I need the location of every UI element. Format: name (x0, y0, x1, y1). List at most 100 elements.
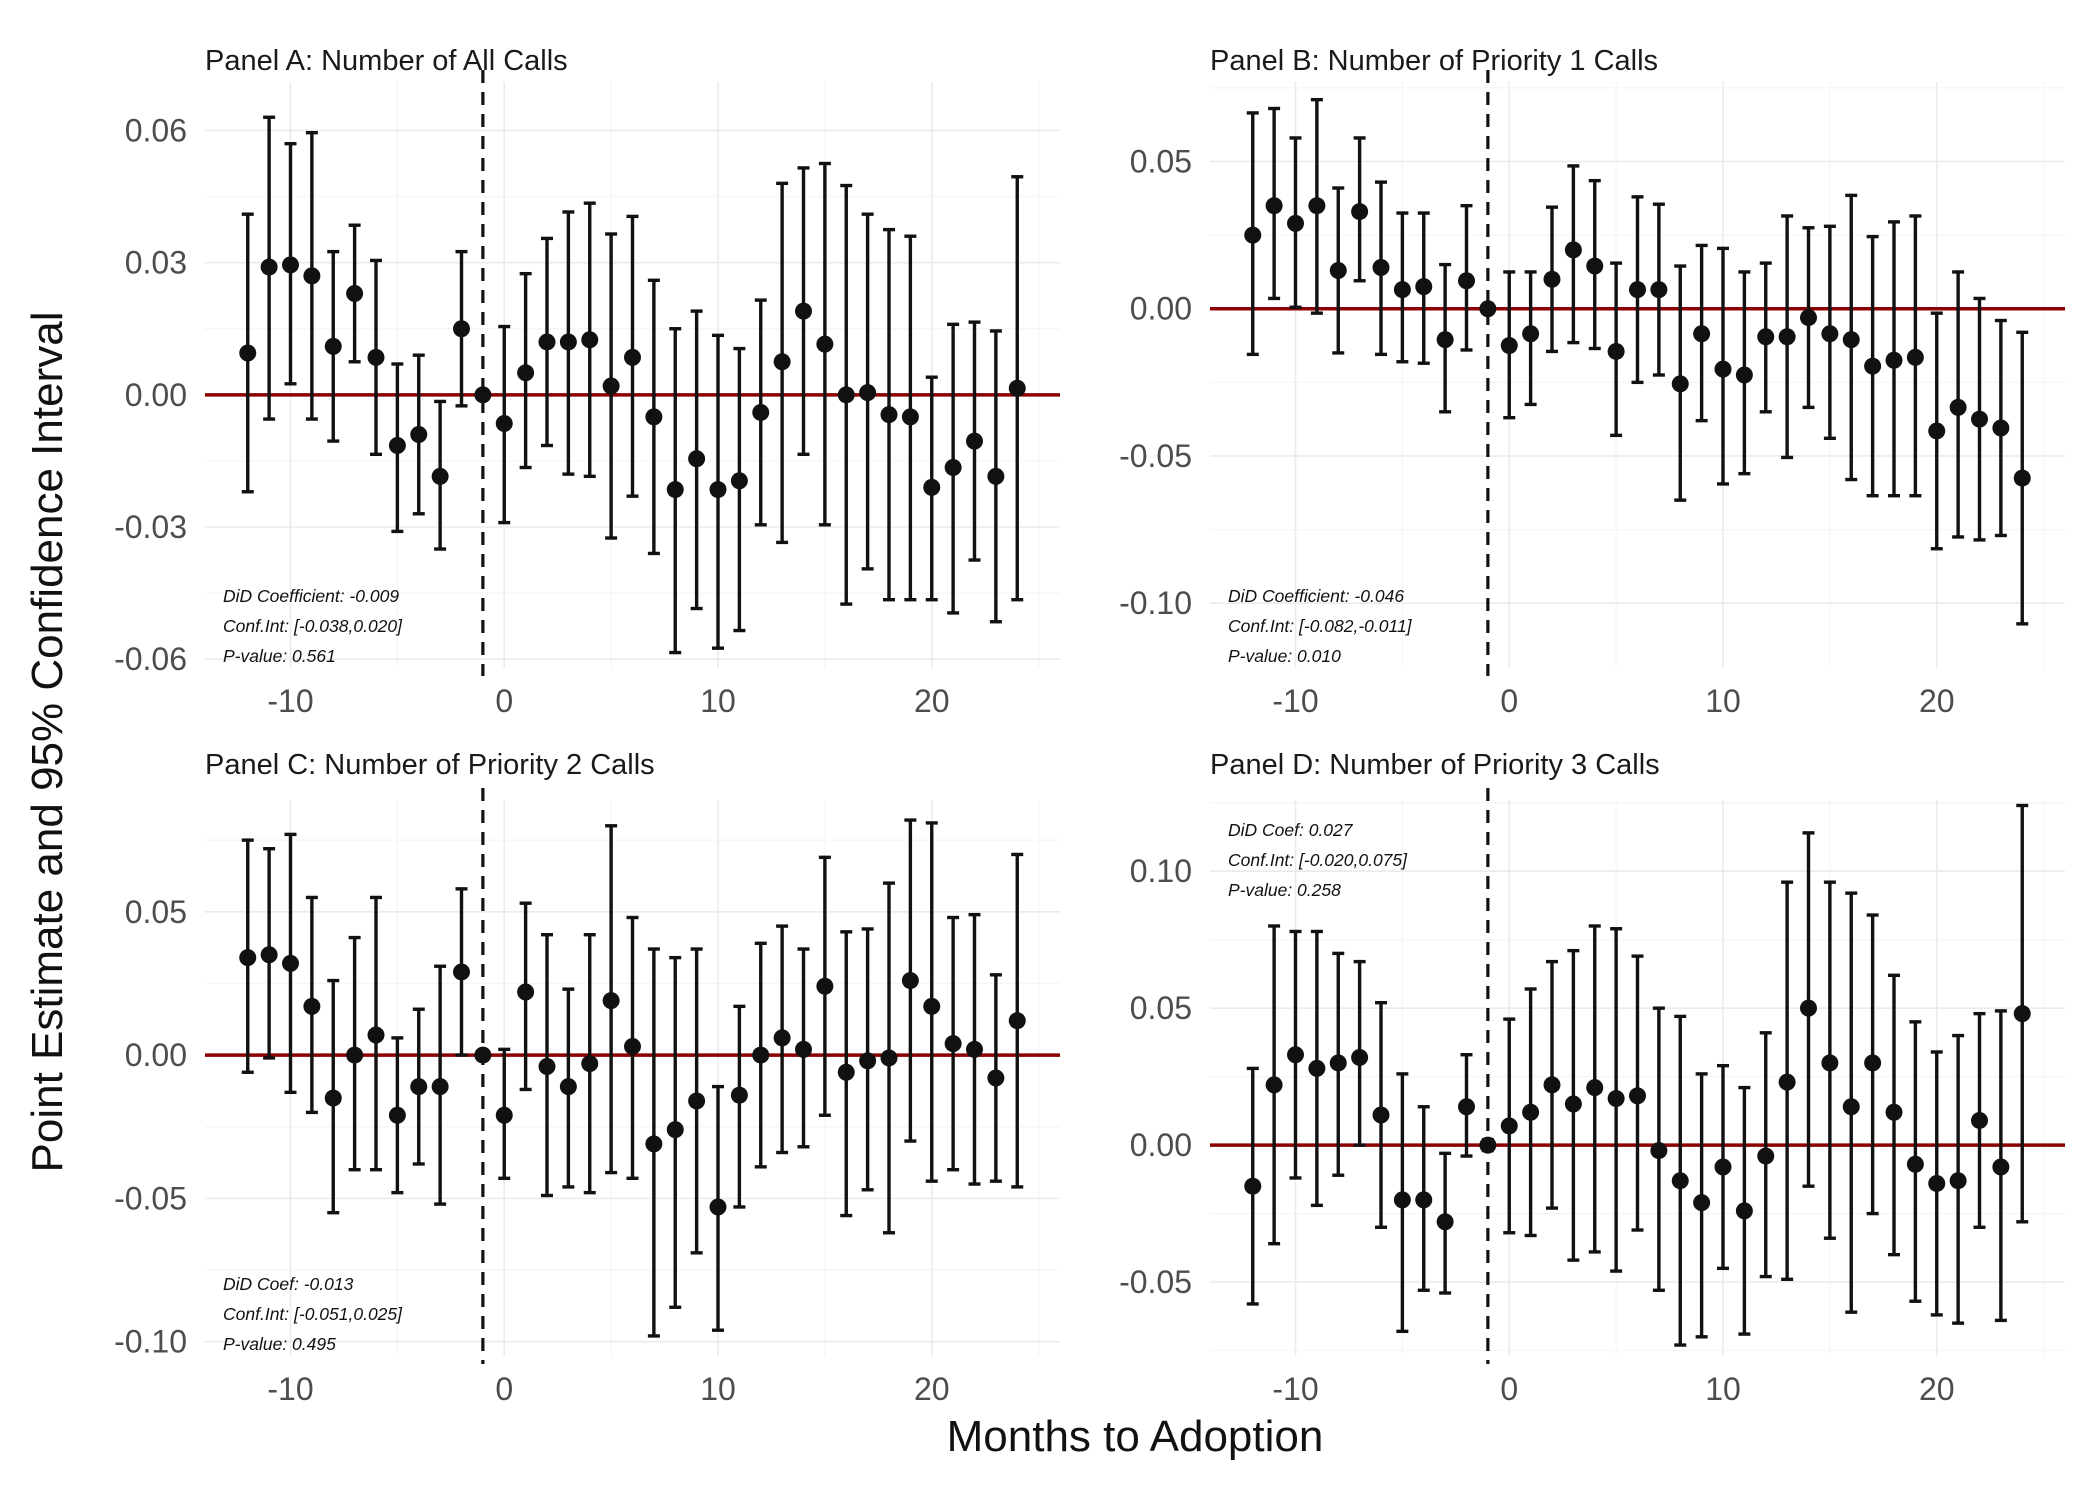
point-estimate (816, 977, 834, 995)
point-estimate (966, 1040, 983, 1058)
point-estimate (901, 972, 919, 990)
point-estimate (367, 1026, 385, 1044)
panel-d: -10 0 10 20 0.10 0.05 0.00 -0.05 Panel D: Number… (1119, 749, 2065, 1407)
y-tick-label: -0.05 (114, 1180, 187, 1216)
point-estimate (1992, 419, 2010, 437)
point-estimate (1906, 348, 1924, 366)
point-estimate (688, 1092, 706, 1110)
point-estimate (1971, 1111, 1988, 1129)
point-estimate (410, 1078, 428, 1096)
x-tick-label: -10 (267, 1371, 313, 1407)
x-tick-label: 10 (1705, 683, 1741, 719)
y-tick-label: 0.00 (1130, 1127, 1192, 1163)
point-estimate (388, 1106, 406, 1124)
shared-x-axis-label: Months to Adoption (947, 1412, 1324, 1461)
point-estimate (730, 472, 748, 490)
point-estimate (987, 467, 1005, 485)
did-annotation: P-value: 0.561 (223, 646, 336, 666)
point-estimate (1244, 226, 1262, 244)
point-estimate (1287, 214, 1304, 232)
point-estimate (1800, 999, 1817, 1017)
point-estimate (1778, 328, 1796, 346)
point-estimate (1008, 379, 1026, 397)
point-estimate (752, 1046, 770, 1064)
point-estimate (282, 954, 299, 972)
point-estimate (752, 403, 770, 421)
y-tick-label: 0.00 (125, 377, 187, 413)
point-estimate (517, 364, 535, 382)
point-estimate (1735, 1202, 1753, 1220)
y-tick-label: 0.05 (1130, 990, 1192, 1026)
x-tick-label: 10 (700, 1371, 736, 1407)
point-estimate (880, 406, 898, 424)
point-estimate (837, 386, 855, 404)
point-estimate (1543, 1076, 1561, 1094)
point-estimate (1586, 1079, 1604, 1097)
point-estimate (645, 408, 663, 426)
point-estimate (666, 1121, 684, 1139)
point-estimate (709, 481, 727, 499)
point-estimate (495, 414, 513, 432)
point-estimate (1393, 1191, 1411, 1209)
point-estimate (559, 333, 577, 351)
point-estimate (1415, 1191, 1433, 1209)
y-tick-label: -0.05 (1119, 438, 1192, 474)
did-annotation: Conf.Int: [-0.020,0.075] (1228, 850, 1408, 870)
point-estimate (2013, 1005, 2031, 1023)
panel-b: -10 0 10 20 0.05 0.00 -0.05 -0.10 Panel B: Numbe… (1119, 45, 2065, 719)
point-estimate (1735, 366, 1753, 384)
did-annotation: P-value: 0.010 (1228, 646, 1341, 666)
x-tick-label: 20 (914, 683, 950, 719)
did-annotation: DiD Coef: -0.013 (223, 1274, 354, 1294)
point-estimate (859, 384, 877, 402)
point-estimate (2013, 469, 2031, 487)
point-estimate (1458, 1098, 1475, 1116)
x-tick-label: 0 (495, 1371, 513, 1407)
x-tick-label: -10 (1272, 1371, 1318, 1407)
x-tick-label: -10 (1272, 683, 1318, 719)
point-estimate (559, 1078, 577, 1096)
point-estimate (1244, 1177, 1262, 1195)
point-estimate (1522, 1103, 1540, 1121)
x-tick-label: 20 (1919, 1371, 1955, 1407)
x-tick-label: 0 (1500, 683, 1518, 719)
point-estimate (431, 1078, 449, 1096)
point-estimate (1287, 1046, 1304, 1064)
point-estimate (239, 949, 257, 967)
point-estimate (1265, 197, 1283, 215)
point-estimate (1671, 1172, 1689, 1190)
point-estimate (410, 425, 428, 443)
point-estimate (431, 467, 449, 485)
point-estimate (1821, 1054, 1839, 1072)
point-estimate (1436, 331, 1454, 349)
point-estimate (581, 331, 599, 349)
point-estimate (901, 408, 919, 426)
point-estimate (688, 450, 706, 468)
point-estimate (1714, 1158, 1732, 1176)
point-estimate (538, 1058, 556, 1076)
point-estimate (987, 1069, 1005, 1087)
point-estimate (303, 267, 321, 285)
point-estimate (1629, 281, 1646, 299)
point-estimate (324, 337, 342, 355)
did-annotation: Conf.Int: [-0.082,-0.011] (1228, 616, 1413, 636)
point-estimate (1308, 1059, 1326, 1077)
point-estimate (1586, 257, 1604, 275)
point-estimate (837, 1063, 855, 1081)
point-estimate (1650, 281, 1668, 299)
point-estimate (1351, 1048, 1369, 1066)
point-estimate (1949, 1172, 1967, 1190)
point-estimate (1265, 1076, 1283, 1094)
point-estimate (495, 1106, 513, 1124)
point-estimate (1693, 1194, 1711, 1212)
point-estimate (538, 333, 556, 351)
y-tick-label: 0.05 (1130, 144, 1192, 180)
did-annotation: DiD Coefficient: -0.046 (1228, 586, 1404, 606)
x-tick-label: -10 (267, 683, 313, 719)
point-estimate (1008, 1012, 1026, 1030)
point-estimate (388, 436, 406, 454)
point-estimate (880, 1049, 898, 1067)
point-estimate (773, 1029, 791, 1047)
